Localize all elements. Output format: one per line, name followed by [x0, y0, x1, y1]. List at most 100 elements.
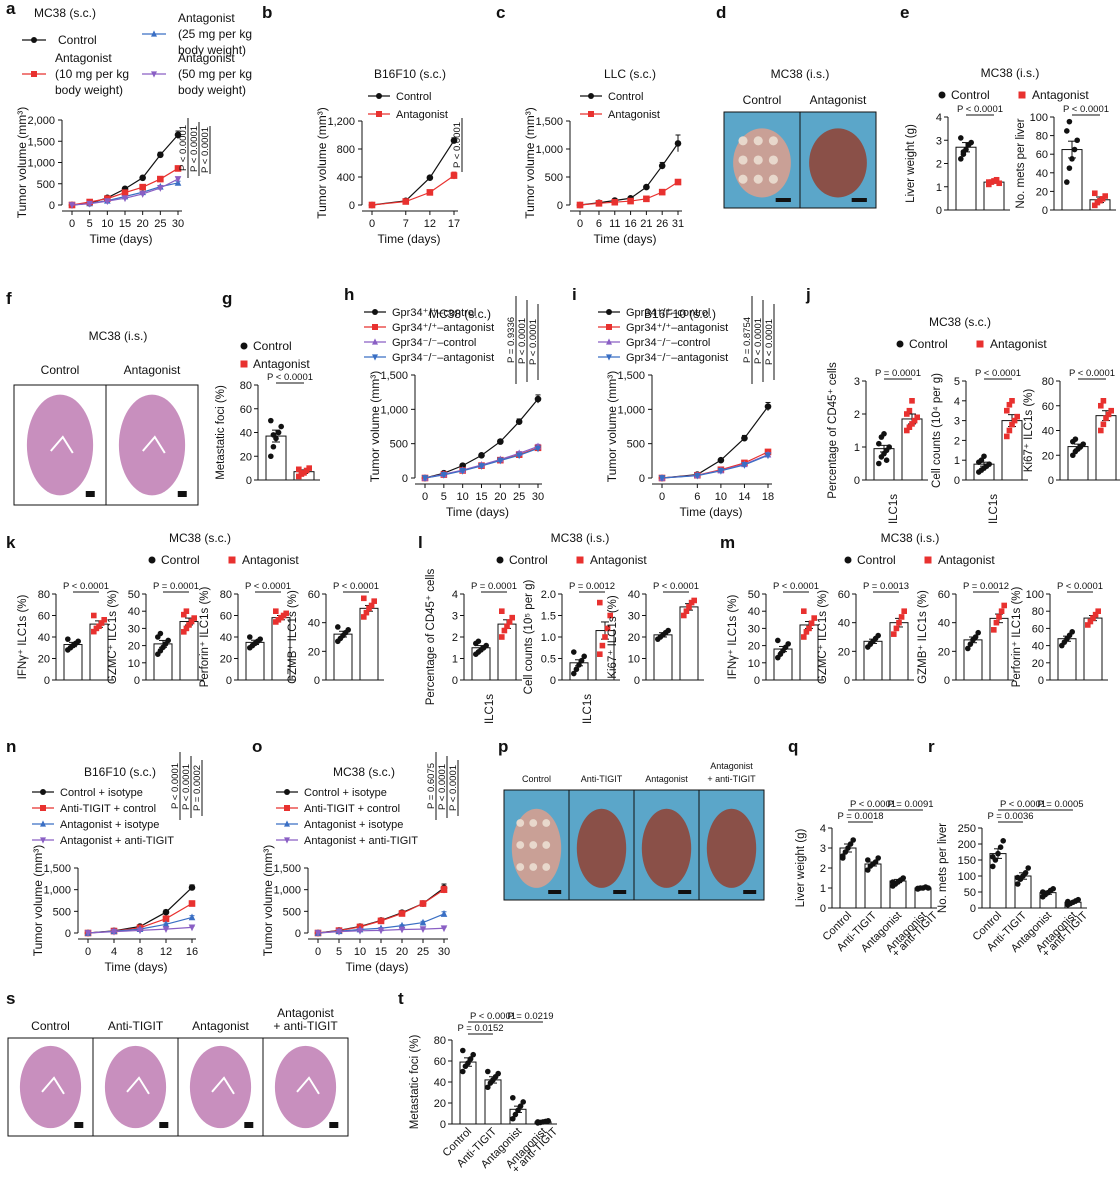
- y-tick-label: 10: [628, 654, 640, 666]
- data-point: [478, 463, 485, 470]
- data-point: [801, 634, 807, 640]
- metastasis-nodule: [529, 863, 538, 871]
- panel-letter-r: r: [928, 737, 935, 756]
- p-value: P < 0.0001: [63, 581, 109, 592]
- legend-marker: [606, 324, 612, 330]
- data-point: [534, 395, 542, 403]
- data-point: [515, 1107, 521, 1114]
- image-label: Control: [41, 363, 80, 377]
- y-tick-label: 20: [838, 646, 850, 658]
- data-point: [915, 885, 921, 892]
- liver-photo: [809, 128, 867, 198]
- y-tick-label: 0: [65, 928, 71, 940]
- y-tick-label: 3: [854, 376, 860, 388]
- x-tick-label: 5: [336, 946, 342, 958]
- x-tick-label: 21: [640, 218, 652, 230]
- data-point: [1015, 874, 1021, 881]
- p-value: P = 0.0002: [192, 765, 203, 811]
- line-chart-b: 0 400 800 1,200 0 7 12 17 Time (days) Tumor volum…: [315, 107, 460, 246]
- p-brackets-b: P < 0.0001: [452, 118, 463, 172]
- y-tick-label: 500: [53, 906, 71, 918]
- legend-b: Control Antagonist: [368, 91, 448, 121]
- y-tick-label: 60: [308, 589, 320, 601]
- y-axis-label: GZMB⁺ ILC1s (%): [917, 590, 929, 684]
- data-point: [963, 146, 969, 153]
- data-point: [900, 875, 906, 881]
- data-point: [876, 460, 882, 467]
- p-value: P < 0.0001: [200, 127, 211, 173]
- data-point: [643, 195, 650, 203]
- x-tick-label: 16: [624, 218, 636, 230]
- legend-marker: [228, 556, 236, 564]
- data-point: [898, 614, 905, 620]
- tissue-section: [19, 1045, 82, 1129]
- data-point: [906, 407, 913, 414]
- y-axis-label: Tumor volume (mm³): [31, 845, 45, 957]
- y-axis-label: GZMC⁺ ILC1s (%): [107, 590, 119, 684]
- y-tick-label: 40: [128, 606, 140, 618]
- data-point: [1069, 156, 1075, 162]
- legend-label: Gpr34⁺/⁺–antagonist: [392, 322, 494, 334]
- data-point: [91, 628, 97, 635]
- series-line: [661, 451, 769, 479]
- data-point: [658, 475, 666, 482]
- panel-title: MC38 (s.c.): [169, 531, 231, 545]
- legend-marker: [31, 37, 37, 43]
- p-brackets-n: P < 0.0001 P < 0.0001 P = 0.0002: [170, 752, 203, 820]
- scale-bar: [851, 198, 867, 202]
- y-tick-label: 1,000: [535, 144, 563, 156]
- legend-label: Control: [58, 33, 97, 47]
- p-value: P = 0.0091: [887, 799, 933, 810]
- data-point: [571, 670, 577, 677]
- data-point: [803, 629, 810, 635]
- y-tick-label: 20: [128, 641, 140, 653]
- data-point: [896, 619, 902, 626]
- p-value: P < 0.0001: [517, 318, 528, 364]
- data-point: [470, 1051, 477, 1058]
- data-point: [440, 472, 448, 479]
- y-tick-label: 1,500: [43, 863, 71, 875]
- data-point: [578, 657, 585, 664]
- legend-label: (10 mg per kg: [55, 67, 129, 81]
- y-axis-label: Liver weight (g): [905, 124, 917, 203]
- x-tick-label: 30: [438, 946, 450, 958]
- data-point: [681, 612, 687, 619]
- y-tick-label: 50: [964, 887, 976, 899]
- p-value: P < 0.0001: [333, 581, 379, 592]
- y-tick-label: 1,000: [43, 885, 71, 897]
- data-point: [398, 910, 406, 917]
- p-brackets-h: P = 0.9336 P < 0.0001 P < 0.0001: [506, 296, 539, 384]
- x-tick-label: 26: [656, 218, 668, 230]
- data-point: [314, 930, 322, 937]
- x-tick-label: 12: [424, 218, 436, 230]
- p-value: P = 0.8754: [742, 317, 753, 363]
- panel-title: B16F10 (s.c.): [374, 67, 446, 81]
- image-label: Antagonist: [124, 363, 181, 377]
- panel-letter-n: n: [6, 737, 16, 756]
- data-point: [876, 440, 882, 447]
- x-tick-label: 20: [396, 946, 408, 958]
- y-tick-label: 40: [1036, 168, 1048, 180]
- legend-label: Antagonist: [938, 553, 995, 567]
- data-point: [694, 472, 701, 480]
- data-point: [909, 421, 915, 427]
- x-axis-label: Time (days): [446, 505, 509, 519]
- data-point: [1006, 427, 1013, 434]
- legend-label: Anti-TIGIT + control: [304, 803, 400, 815]
- data-point: [775, 637, 781, 644]
- legend-marker: [606, 354, 612, 361]
- legend-marker: [240, 342, 248, 350]
- y-tick-label: 0: [349, 200, 355, 212]
- data-point: [335, 928, 343, 936]
- data-point: [997, 844, 1004, 850]
- y-tick-label: 0: [314, 675, 320, 687]
- p-value: P < 0.0001: [452, 122, 463, 168]
- data-point: [421, 475, 429, 482]
- y-tick-label: 40: [240, 428, 252, 440]
- data-point: [808, 620, 815, 627]
- p-value: P = 0.0001: [153, 581, 199, 592]
- y-tick-label: 100: [1030, 112, 1048, 124]
- data-point: [865, 857, 871, 863]
- data-point: [483, 642, 490, 649]
